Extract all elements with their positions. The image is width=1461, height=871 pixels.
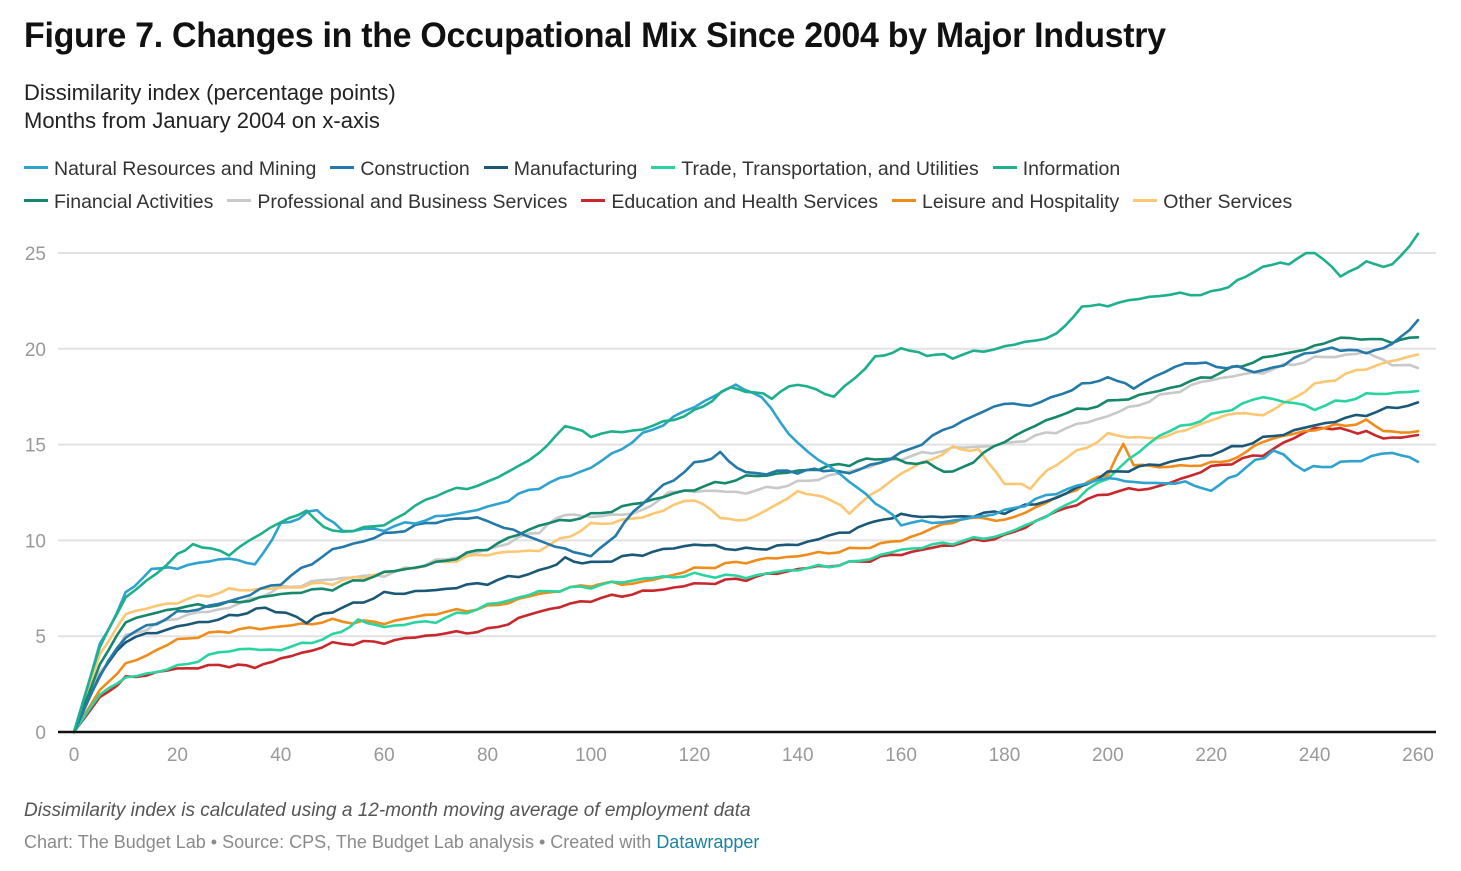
legend-label: Natural Resources and Mining — [54, 158, 317, 180]
legend-label: Trade, Transportation, and Utilities — [681, 158, 979, 180]
legend-item-natural-resources-and-mining: Natural Resources and Mining — [24, 153, 316, 186]
datawrapper-link[interactable]: Datawrapper — [656, 832, 760, 852]
series-line-manufacturing — [72, 401, 1420, 734]
x-tick-label: 200 — [1092, 745, 1124, 766]
legend-label: Construction — [360, 158, 470, 180]
gridlines — [58, 252, 1436, 638]
y-tick-label: 0 — [35, 723, 46, 744]
legend-swatch — [892, 199, 916, 203]
chart-legend: Natural Resources and Mining Construction… — [24, 153, 1324, 219]
y-axis-tick-labels: 0 5 10 15 20 25 — [25, 244, 46, 744]
chart-title: Figure 7. Changes in the Occupational Mi… — [24, 16, 1166, 55]
chart-subtitle: Dissimilarity index (percentage points) … — [24, 79, 396, 135]
legend-item-education-and-health-services: Education and Health Services — [581, 186, 878, 219]
x-tick-label: 40 — [270, 745, 291, 766]
line-chart: 0 5 10 15 20 25 0 20 40 60 80 100 120 140 160 180 200 22… — [25, 232, 1436, 766]
subtitle-line-1: Dissimilarity index (percentage points) — [24, 80, 396, 105]
subtitle-line-2: Months from January 2004 on x-axis — [24, 108, 380, 133]
legend-item-financial-activities: Financial Activities — [24, 186, 213, 219]
x-tick-label: 180 — [989, 745, 1021, 766]
series-lines — [72, 232, 1420, 734]
series-line-construction — [72, 318, 1420, 734]
x-tick-label: 140 — [782, 745, 814, 766]
x-tick-label: 0 — [69, 745, 80, 766]
legend-swatch — [1133, 199, 1158, 203]
y-tick-label: 15 — [25, 436, 46, 457]
legend-label: Financial Activities — [54, 191, 214, 213]
legend-label: Leisure and Hospitality — [922, 191, 1120, 213]
x-tick-label: 220 — [1195, 745, 1227, 766]
legend-swatch — [483, 166, 508, 170]
legend-label: Information — [1022, 158, 1121, 180]
y-tick-label: 20 — [25, 340, 46, 361]
chart-note: Dissimilarity index is calculated using … — [24, 800, 751, 821]
legend-swatch — [227, 199, 252, 203]
legend-swatch — [992, 166, 1017, 170]
series-line-other-services — [72, 353, 1420, 734]
legend-label: Education and Health Services — [611, 191, 878, 213]
y-tick-label: 10 — [25, 531, 46, 552]
x-tick-label: 240 — [1299, 745, 1331, 766]
legend-swatch — [581, 199, 606, 203]
y-tick-label: 5 — [35, 627, 46, 648]
series-line-professional-and-business-services — [72, 350, 1420, 734]
legend-swatch — [24, 166, 48, 170]
x-tick-label: 260 — [1402, 745, 1434, 766]
x-tick-label: 120 — [678, 745, 710, 766]
y-tick-label: 25 — [25, 244, 46, 265]
chart-credit: Chart: The Budget Lab • Source: CPS, The… — [24, 832, 759, 853]
legend-swatch — [24, 199, 48, 203]
legend-swatch — [330, 166, 355, 170]
x-axis-tick-labels: 0 20 40 60 80 100 120 140 160 180 200 220 240 260 — [69, 745, 1434, 766]
legend-item-manufacturing: Manufacturing — [483, 153, 638, 186]
legend-swatch — [651, 166, 676, 170]
series-line-trade-transportation-and-utilities — [72, 389, 1420, 734]
series-line-financial-activities — [72, 336, 1420, 734]
legend-item-information: Information — [992, 153, 1121, 186]
legend-item-professional-and-business-services: Professional and Business Services — [227, 186, 567, 219]
x-tick-label: 60 — [374, 745, 395, 766]
x-tick-label: 80 — [477, 745, 498, 766]
series-line-education-and-health-services — [72, 426, 1420, 734]
x-tick-label: 100 — [575, 745, 607, 766]
x-tick-label: 160 — [885, 745, 917, 766]
series-line-leisure-and-hospitality — [72, 418, 1420, 734]
legend-item-construction: Construction — [330, 153, 470, 186]
legend-label: Other Services — [1163, 191, 1293, 213]
x-tick-label: 20 — [167, 745, 188, 766]
legend-label: Manufacturing — [513, 158, 638, 180]
legend-item-other-services: Other Services — [1133, 186, 1292, 219]
series-line-information — [72, 232, 1420, 734]
legend-item-trade-transportation-and-utilities: Trade, Transportation, and Utilities — [651, 153, 979, 186]
legend-item-leisure-and-hospitality: Leisure and Hospitality — [892, 186, 1119, 219]
credit-text: Chart: The Budget Lab • Source: CPS, The… — [24, 832, 657, 852]
series-line-natural-resources-and-mining — [72, 383, 1420, 734]
legend-label: Professional and Business Services — [257, 191, 568, 213]
